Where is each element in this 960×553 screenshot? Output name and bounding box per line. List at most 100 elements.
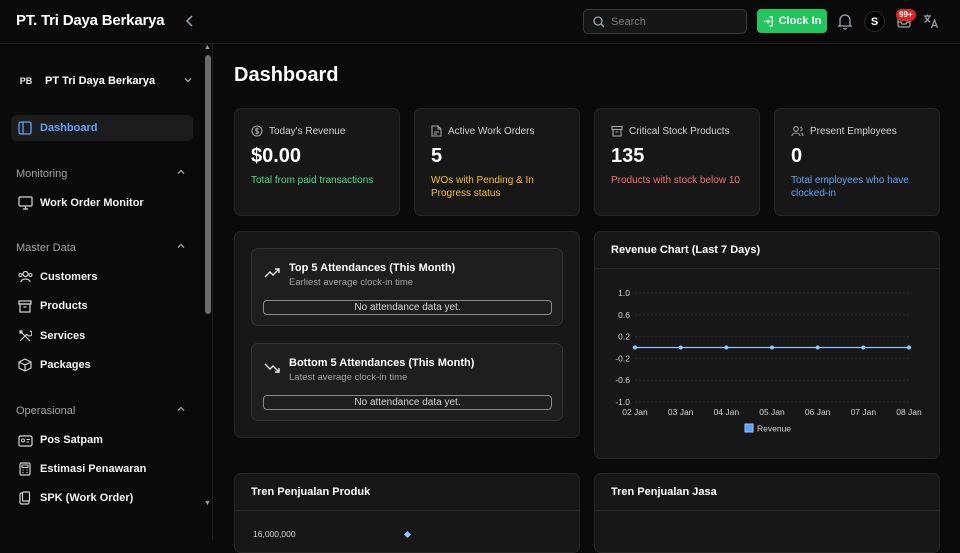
section-operasional[interactable]: Operasional xyxy=(16,404,186,417)
sidebar-item-packages[interactable]: Packages xyxy=(11,352,193,378)
chevron-up-icon xyxy=(176,241,186,254)
stat-subtitle: Products with stock below 10 xyxy=(611,175,740,186)
org-logo: PB xyxy=(19,76,33,86)
section-master-data[interactable]: Master Data xyxy=(16,241,186,254)
dashboard-icon xyxy=(17,120,33,136)
users-icon xyxy=(17,269,33,285)
scroll-up-icon[interactable]: ▲ xyxy=(204,44,211,51)
service-trend-card: Tren Penjualan Jasa xyxy=(594,473,940,553)
stat-title: Present Employees xyxy=(810,125,897,137)
x-tick-label: 06 Jan xyxy=(805,407,831,417)
empty-state: No attendance data yet. xyxy=(263,395,552,410)
sidebar-item-dashboard[interactable]: Dashboard xyxy=(11,115,193,141)
panel-subtitle: Earliest average clock-in time xyxy=(289,277,414,288)
collapse-sidebar-icon[interactable] xyxy=(182,13,198,29)
x-tick-label: 08 Jan xyxy=(896,407,922,417)
data-point xyxy=(724,345,729,350)
notification-badge: 99+ xyxy=(896,9,916,21)
chevron-down-icon xyxy=(183,75,193,88)
calculator-icon xyxy=(17,461,33,477)
data-point xyxy=(633,345,637,350)
page-title: Dashboard xyxy=(234,64,339,86)
stat-card-work-orders: Active Work Orders 5 WOs with Pending & … xyxy=(414,108,580,216)
chart-point xyxy=(403,530,412,539)
sidebar-item-label: Dashboard xyxy=(40,122,98,134)
sidebar-scroll-thumb[interactable] xyxy=(205,55,211,314)
trending-down-icon xyxy=(264,360,280,376)
monitor-icon xyxy=(17,195,33,211)
stat-card-revenue: Today's Revenue $0.00 Total from paid tr… xyxy=(234,108,400,216)
card-divider xyxy=(595,510,939,511)
sidebar-item-estimasi-penawaran[interactable]: Estimasi Penawaran xyxy=(11,456,193,482)
revenue-chart-card: Revenue Chart (Last 7 Days) 1.0 0.6 0.2 -0.… xyxy=(594,231,940,459)
x-tick-label: 07 Jan xyxy=(851,407,877,417)
org-switcher[interactable]: PB PT Tri Daya Berkarya xyxy=(11,70,193,92)
bell-icon[interactable] xyxy=(837,12,853,30)
sidebar-item-spk-work-order[interactable]: SPK (Work Order) xyxy=(11,485,193,511)
clock-in-label: Clock In xyxy=(778,15,822,27)
data-point xyxy=(815,345,820,350)
people-icon xyxy=(791,126,804,137)
scroll-down-icon[interactable]: ▼ xyxy=(204,500,211,507)
stat-value: 0 xyxy=(791,145,803,167)
y-tick-label: 0.2 xyxy=(618,332,630,342)
legend-label: Revenue xyxy=(757,424,791,434)
panel-title: Bottom 5 Attendances (This Month) xyxy=(289,357,475,369)
bottom-attendance-panel: Bottom 5 Attendances (This Month) Latest… xyxy=(251,343,563,421)
y-tick-label: -0.2 xyxy=(615,353,630,363)
org-name: PT Tri Daya Berkarya xyxy=(45,75,156,87)
avatar[interactable]: S xyxy=(864,11,885,32)
sidebar-item-label: Estimasi Penawaran xyxy=(40,463,147,475)
sidebar-item-label: Pos Satpam xyxy=(40,434,103,446)
sidebar-item-label: Work Order Monitor xyxy=(40,197,144,209)
section-title: Master Data xyxy=(16,241,76,254)
chevron-up-icon xyxy=(176,167,186,180)
x-tick-label: 03 Jan xyxy=(668,407,694,417)
chart-title: Revenue Chart (Last 7 Days) xyxy=(611,244,761,256)
y-tick-label: -0.6 xyxy=(615,375,630,385)
translate-icon[interactable] xyxy=(923,13,939,29)
stat-value: $0.00 xyxy=(251,145,302,167)
sidebar-item-products[interactable]: Products xyxy=(11,293,193,319)
section-monitoring[interactable]: Monitoring xyxy=(16,167,186,180)
x-tick-label: 02 Jan xyxy=(622,407,648,417)
stat-subtitle: Total employees who have clocked-in xyxy=(791,175,909,199)
clock-in-button[interactable]: Clock In xyxy=(757,9,827,33)
legend-swatch xyxy=(744,423,754,433)
sidebar-item-label: Products xyxy=(40,300,88,312)
sidebar-item-pos-satpam[interactable]: Pos Satpam xyxy=(11,427,193,453)
card-divider xyxy=(235,510,579,511)
panel-title: Top 5 Attendances (This Month) xyxy=(289,262,456,274)
stat-card-employees: Present Employees 0 Total employees who … xyxy=(774,108,940,216)
stat-subtitle: Total from paid transactions xyxy=(251,175,374,186)
top-attendance-panel: Top 5 Attendances (This Month) Earliest … xyxy=(251,248,563,326)
x-tick-label: 04 Jan xyxy=(714,407,740,417)
stat-title: Critical Stock Products xyxy=(629,125,730,137)
document-icon xyxy=(431,125,442,137)
panel-subtitle: Latest average clock-in time xyxy=(289,372,408,383)
card-divider xyxy=(595,268,939,269)
sidebar-item-customers[interactable]: Customers xyxy=(11,264,193,290)
sidebar-item-label: SPK (Work Order) xyxy=(40,492,134,504)
y-tick-label: 1.0 xyxy=(618,288,630,298)
stat-value: 5 xyxy=(431,145,443,167)
y-tick-label: -1.0 xyxy=(615,397,630,407)
y-tick-label: 0.6 xyxy=(618,310,630,320)
search-input[interactable] xyxy=(611,15,731,28)
search-icon xyxy=(593,15,605,27)
clipboard-icon xyxy=(17,490,33,506)
sidebar-item-work-order-monitor[interactable]: Work Order Monitor xyxy=(11,190,193,216)
y-tick-label: 16,000,000 xyxy=(253,529,296,539)
stat-title: Today's Revenue xyxy=(269,125,346,137)
attendance-card: Top 5 Attendances (This Month) Earliest … xyxy=(234,231,580,438)
sidebar-item-services[interactable]: Services xyxy=(11,323,193,349)
search-box[interactable] xyxy=(583,9,747,34)
stat-value: 135 xyxy=(611,145,645,167)
stat-title: Active Work Orders xyxy=(448,125,535,137)
sidebar-item-label: Services xyxy=(40,330,86,342)
section-title: Monitoring xyxy=(16,167,68,180)
id-card-icon xyxy=(17,432,33,448)
login-icon xyxy=(763,15,773,27)
sidebar-item-label: Customers xyxy=(40,271,98,283)
tools-icon xyxy=(17,328,33,344)
